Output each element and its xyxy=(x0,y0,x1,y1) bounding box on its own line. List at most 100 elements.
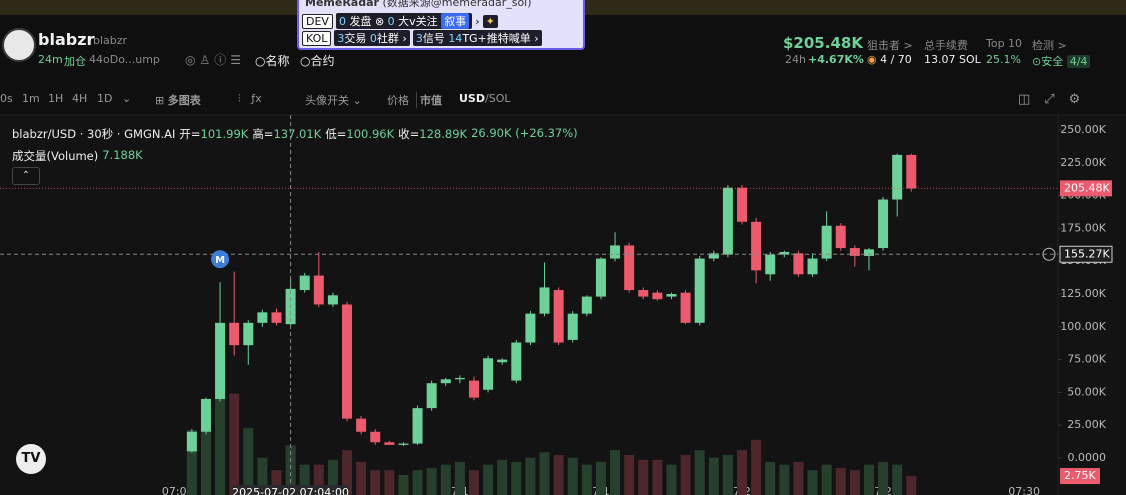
volume-bar xyxy=(694,450,705,495)
candle-body xyxy=(821,225,832,259)
y-tick-label: 0.0000 xyxy=(1068,451,1107,464)
crosshair-add xyxy=(1042,247,1056,261)
token-address[interactable]: 44oDo...ump xyxy=(89,53,160,66)
volume-bar xyxy=(666,464,677,495)
sniper-icon: ◉ xyxy=(867,53,881,66)
currency[interactable]: SOL xyxy=(488,92,511,105)
snipers: 4 / 70 xyxy=(880,53,912,66)
social-icons[interactable]: ◎♙ⓘ☰ xyxy=(185,53,245,67)
avatar-toggle[interactable]: 头像开关 ⌄ xyxy=(305,94,362,107)
volume-bar xyxy=(652,459,663,495)
volume-bar xyxy=(567,457,578,495)
label: 大v关注 xyxy=(398,15,438,28)
dev-tag: DEV xyxy=(302,13,333,29)
count: 0 xyxy=(338,15,346,28)
candle-body xyxy=(878,199,889,249)
volume-bar xyxy=(229,393,240,495)
kol-items: 3交易 0社群 › xyxy=(334,30,410,46)
currency[interactable]: USD xyxy=(459,92,485,105)
trade-marker xyxy=(211,250,230,269)
candle-body xyxy=(567,313,578,340)
price-mode[interactable]: 价格 xyxy=(387,94,409,107)
label: 开= xyxy=(179,127,201,141)
candle-body xyxy=(384,442,395,445)
volume-bar xyxy=(200,424,211,495)
dev-row: DEV 0 发盘 ⊗ 0 大v关注 叙事 › ✦ xyxy=(302,13,498,29)
volume-bar xyxy=(271,470,282,495)
snipers-label[interactable]: 狙击者 > xyxy=(867,39,913,52)
chart-tools[interactable]: ◫⤢⚙ xyxy=(1018,92,1095,107)
candle-body xyxy=(863,249,874,256)
candle-body xyxy=(327,295,338,305)
popup-title: MemeRadar xyxy=(305,0,379,9)
candle-body xyxy=(412,408,423,444)
add-position[interactable]: 加仓 xyxy=(64,55,86,68)
tradingview-logo[interactable]: TV xyxy=(16,444,46,474)
volume-bar xyxy=(680,455,691,495)
label: 成交量(Volume) xyxy=(12,149,99,163)
interval[interactable]: 1m xyxy=(22,92,40,105)
candle-body xyxy=(200,398,211,432)
value: 137.01K xyxy=(273,127,322,141)
candle-body xyxy=(497,359,508,363)
interval[interactable]: 1H xyxy=(48,92,64,105)
multi-chart[interactable]: ⊞ 多图表 xyxy=(155,94,201,107)
candle-body xyxy=(257,312,268,323)
interval[interactable]: 0s xyxy=(0,92,13,105)
popup-header: MemeRadar (数据来源@memeradar_sol) xyxy=(305,0,532,10)
candle-body xyxy=(356,418,367,432)
candle-body xyxy=(666,293,677,297)
search-contract[interactable]: ○合约 xyxy=(300,54,335,68)
x-tick-label: 07:30 xyxy=(1008,485,1040,495)
candle-body xyxy=(483,358,494,390)
value: 7.188K xyxy=(102,148,143,162)
mcap-mode[interactable]: 市值 xyxy=(416,92,442,108)
candle-body xyxy=(468,380,479,398)
meme-radar-popup: MemeRadar (数据来源@memeradar_sol) DEV 0 发盘 … xyxy=(297,0,585,50)
candle-body xyxy=(892,154,903,200)
safe-count: 4/4 xyxy=(1066,55,1091,68)
label: 头像开关 xyxy=(305,94,349,107)
candle-body xyxy=(215,322,226,399)
candle-body xyxy=(342,304,353,419)
volume-bar xyxy=(849,470,860,495)
volume-bar xyxy=(454,461,465,495)
signal-items: 3信号 14TG+推特喊单 › xyxy=(412,30,542,46)
interval-dropdown[interactable]: ⌄ xyxy=(122,92,132,105)
label: 收= xyxy=(398,127,420,141)
volume-bar xyxy=(553,455,564,495)
interval[interactable]: 1D xyxy=(97,92,113,105)
y-tick-label: 100.00K xyxy=(1060,320,1106,333)
ohlc-legend: blabzr/USD · 30秒 · GMGN.AI 开=101.99K 高=1… xyxy=(12,126,578,142)
last-price-label: 205.48K xyxy=(1064,181,1110,194)
indicator-icons[interactable]: ⫶ ƒx xyxy=(238,92,262,105)
candle-body xyxy=(708,253,719,259)
volume-bar xyxy=(765,461,776,495)
volume-bar xyxy=(327,459,338,495)
separator: / xyxy=(485,92,489,105)
y-tick-label: 225.00K xyxy=(1060,156,1106,169)
candle-body xyxy=(426,383,437,409)
price: $205.48K xyxy=(783,34,863,52)
volume-bar xyxy=(539,452,550,495)
volume-bar xyxy=(722,455,733,495)
candle-body xyxy=(229,322,240,346)
check-label[interactable]: 检测 > xyxy=(1032,39,1067,52)
crosshair-y-box xyxy=(1059,245,1113,263)
candle-body xyxy=(694,258,705,323)
volume-bar xyxy=(610,450,621,495)
label: 高= xyxy=(252,127,274,141)
volume-bar xyxy=(384,470,395,495)
label: TG+推特喊单 xyxy=(462,32,531,45)
fees-label: 总手续费 xyxy=(924,39,968,52)
token-avatar[interactable] xyxy=(2,28,36,62)
candle-body xyxy=(243,322,254,346)
candle-body xyxy=(539,287,550,314)
candle-body xyxy=(581,296,592,314)
safe: 安全 xyxy=(1041,55,1064,68)
interval[interactable]: 4H xyxy=(72,92,88,105)
collapse-button[interactable]: ⌃ xyxy=(12,167,40,185)
search-name[interactable]: ○名称 xyxy=(255,54,290,68)
